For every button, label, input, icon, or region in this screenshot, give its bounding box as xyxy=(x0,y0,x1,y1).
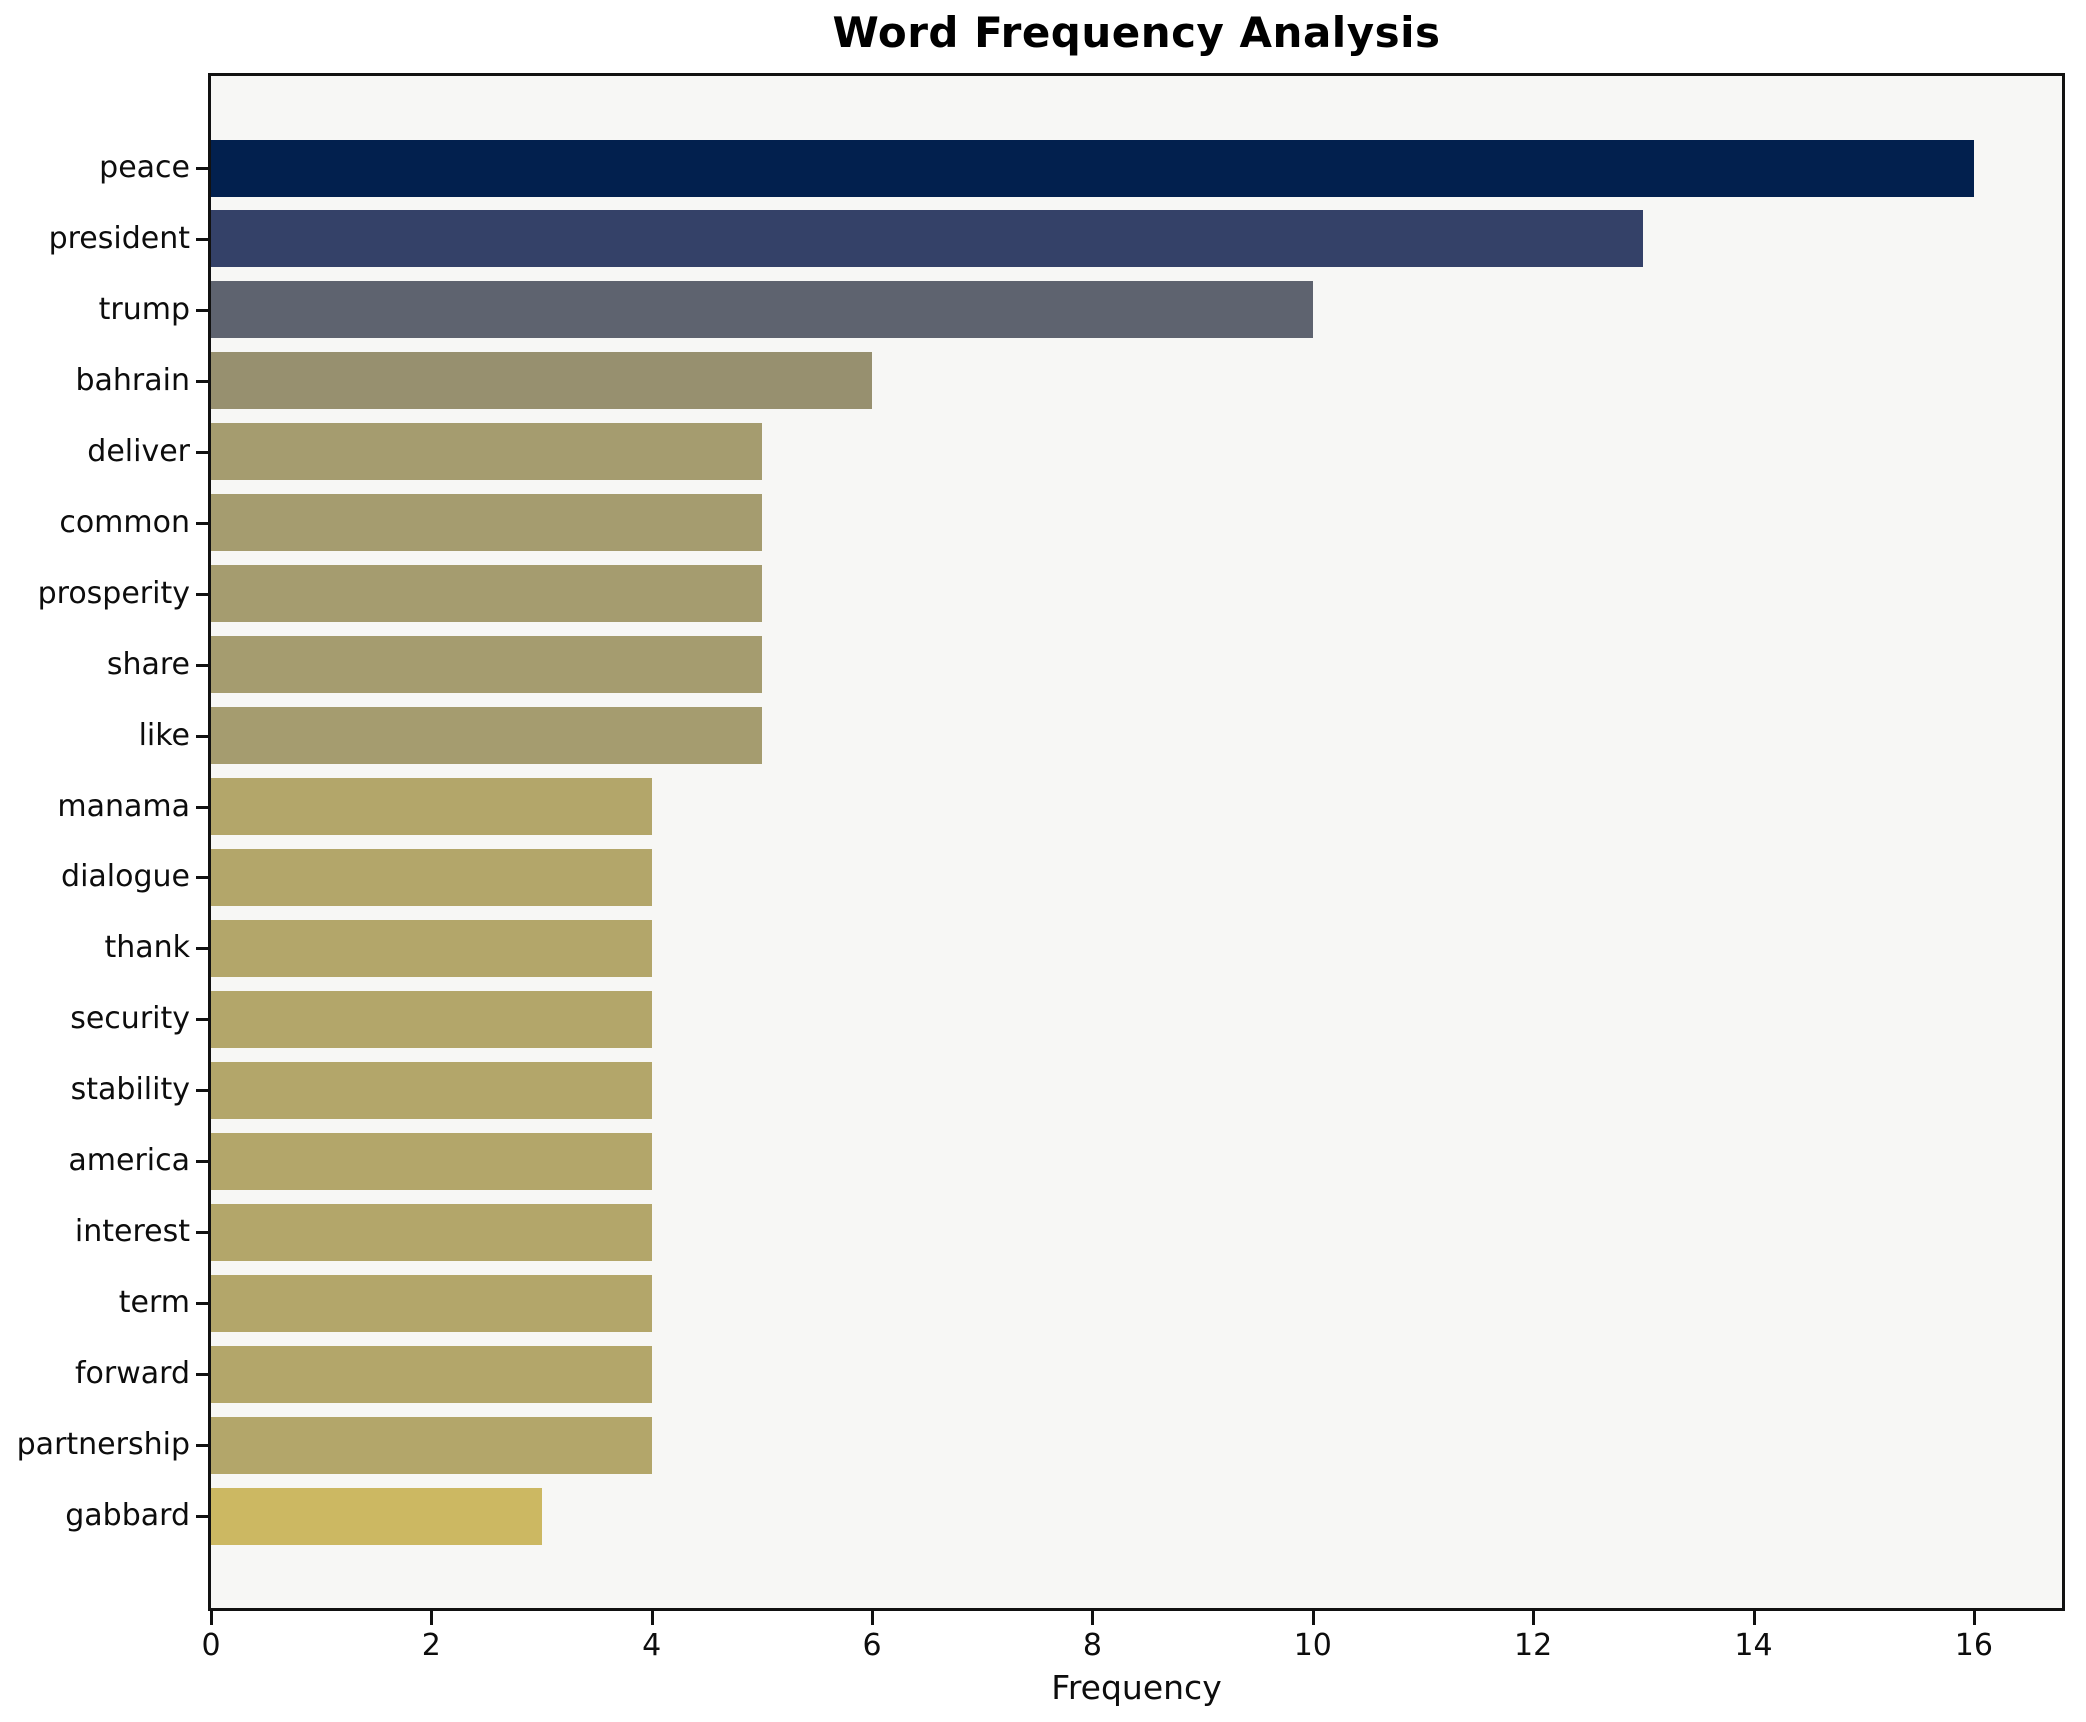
plot-area xyxy=(208,73,2065,1611)
y-tick-mark xyxy=(196,1231,208,1235)
x-tick-mark xyxy=(430,1611,434,1625)
x-tick-label-4: 4 xyxy=(642,1628,662,1663)
y-tick-mark xyxy=(196,308,208,312)
bar-thank xyxy=(211,919,652,977)
x-tick-label-8: 8 xyxy=(1082,1628,1102,1663)
bar-partnership xyxy=(211,1416,652,1474)
y-tick-label-manama: manama xyxy=(57,788,190,824)
y-tick-mark xyxy=(196,734,208,738)
y-tick-label-bahrain: bahrain xyxy=(75,362,190,398)
y-tick-mark xyxy=(196,1089,208,1093)
y-tick-mark xyxy=(196,379,208,383)
y-tick-label-security: security xyxy=(70,1001,190,1037)
bar-like xyxy=(211,707,762,765)
bar-dialogue xyxy=(211,848,652,906)
y-tick-mark xyxy=(196,237,208,241)
x-axis-title: Frequency xyxy=(1051,1668,1222,1707)
bar-term xyxy=(211,1274,652,1332)
y-tick-label-partnership: partnership xyxy=(16,1427,190,1463)
bar-deliver xyxy=(211,423,762,481)
x-tick-label-6: 6 xyxy=(862,1628,882,1663)
bar-security xyxy=(211,990,652,1048)
x-tick-label-14: 14 xyxy=(1734,1628,1773,1663)
x-tick-mark xyxy=(871,1611,875,1625)
bar-stability xyxy=(211,1061,652,1119)
bar-prosperity xyxy=(211,565,762,623)
y-tick-label-forward: forward xyxy=(74,1356,190,1392)
y-tick-mark xyxy=(196,1018,208,1022)
bar-gabbard xyxy=(211,1487,542,1545)
bar-common xyxy=(211,494,762,552)
y-tick-label-share: share xyxy=(106,646,190,682)
y-tick-mark xyxy=(196,947,208,951)
y-tick-label-gabbard: gabbard xyxy=(65,1498,190,1533)
y-tick-mark xyxy=(196,1444,208,1448)
bar-manama xyxy=(211,778,652,836)
x-tick-mark xyxy=(1972,1611,1976,1625)
y-tick-label-like: like xyxy=(138,717,190,753)
y-tick-mark xyxy=(196,663,208,667)
y-tick-label-dialogue: dialogue xyxy=(61,859,190,895)
x-tick-mark xyxy=(1311,1611,1315,1625)
x-tick-label-10: 10 xyxy=(1293,1628,1332,1663)
x-tick-mark xyxy=(1091,1611,1095,1625)
y-tick-label-peace: peace xyxy=(99,150,190,185)
y-tick-mark xyxy=(196,592,208,596)
y-tick-mark xyxy=(196,876,208,880)
x-tick-mark xyxy=(1532,1611,1536,1625)
x-tick-label-2: 2 xyxy=(421,1628,441,1663)
x-tick-mark xyxy=(1752,1611,1756,1625)
y-tick-mark xyxy=(196,1373,208,1377)
x-tick-mark xyxy=(650,1611,654,1625)
bar-interest xyxy=(211,1203,652,1261)
y-tick-label-interest: interest xyxy=(74,1214,190,1250)
y-tick-label-president: president xyxy=(48,220,190,256)
y-tick-mark xyxy=(196,167,208,170)
bar-peace xyxy=(211,139,1974,197)
y-tick-label-america: america xyxy=(68,1143,190,1179)
y-tick-label-thank: thank xyxy=(104,930,190,966)
bar-share xyxy=(211,636,762,694)
y-tick-label-deliver: deliver xyxy=(87,433,190,469)
x-tick-mark xyxy=(210,1611,213,1625)
x-tick-label-16: 16 xyxy=(1954,1628,1993,1663)
bar-bahrain xyxy=(211,352,873,410)
y-tick-mark xyxy=(196,1515,208,1518)
y-tick-mark xyxy=(196,521,208,525)
bar-forward xyxy=(211,1345,652,1403)
chart-title: Word Frequency Analysis xyxy=(832,8,1441,57)
y-tick-label-prosperity: prosperity xyxy=(37,575,190,611)
y-tick-label-trump: trump xyxy=(98,291,190,327)
x-tick-label-0: 0 xyxy=(201,1628,221,1663)
y-tick-mark xyxy=(196,450,208,454)
y-tick-mark xyxy=(196,805,208,809)
y-tick-label-stability: stability xyxy=(70,1072,190,1108)
bar-president xyxy=(211,210,1644,268)
x-tick-label-12: 12 xyxy=(1514,1628,1553,1663)
bar-america xyxy=(211,1132,652,1190)
y-tick-mark xyxy=(196,1160,208,1164)
y-tick-mark xyxy=(196,1302,208,1306)
bar-trump xyxy=(211,281,1313,339)
y-tick-label-common: common xyxy=(59,504,190,540)
y-tick-label-term: term xyxy=(118,1285,190,1321)
